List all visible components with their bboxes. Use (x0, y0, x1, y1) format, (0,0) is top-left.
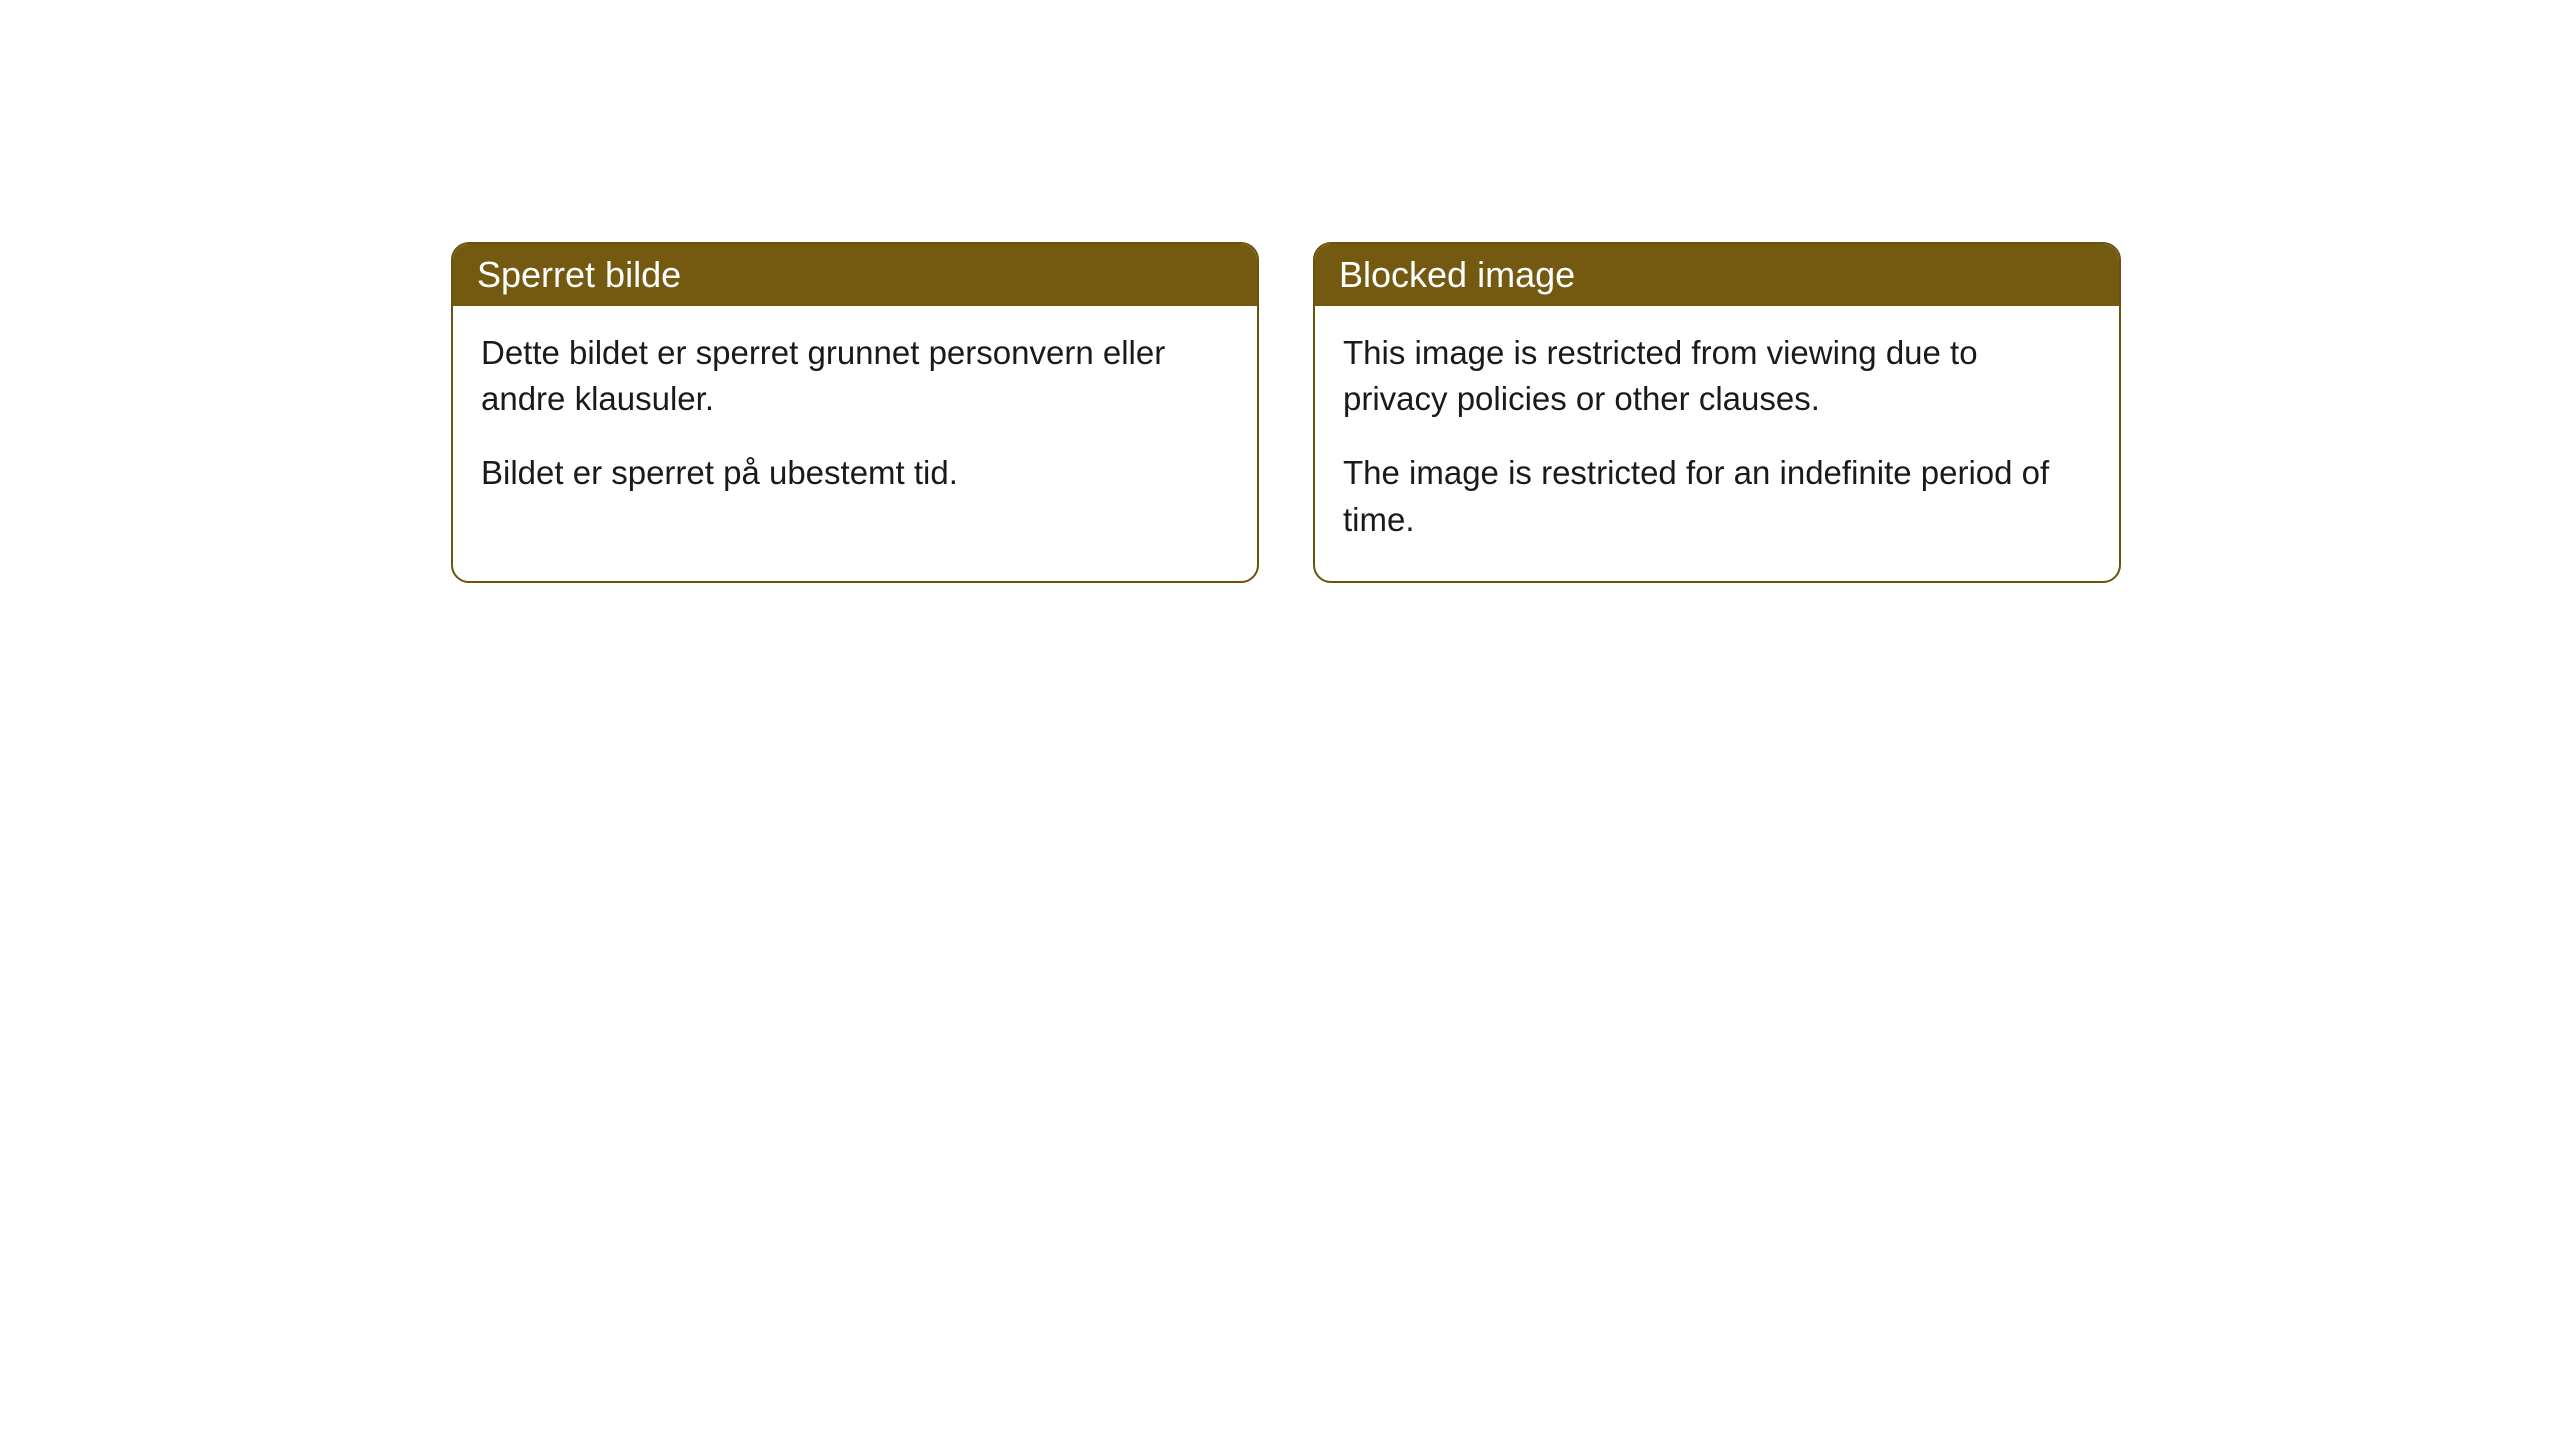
notice-container: Sperret bilde Dette bildet er sperret gr… (0, 0, 2560, 583)
notice-para1-english: This image is restricted from viewing du… (1343, 330, 2091, 422)
notice-para2-norwegian: Bildet er sperret på ubestemt tid. (481, 450, 1229, 496)
notice-para1-norwegian: Dette bildet er sperret grunnet personve… (481, 330, 1229, 422)
notice-box-norwegian: Sperret bilde Dette bildet er sperret gr… (451, 242, 1259, 583)
notice-body-norwegian: Dette bildet er sperret grunnet personve… (453, 306, 1257, 535)
notice-header-norwegian: Sperret bilde (453, 244, 1257, 306)
notice-title-norwegian: Sperret bilde (477, 254, 681, 295)
notice-box-english: Blocked image This image is restricted f… (1313, 242, 2121, 583)
notice-title-english: Blocked image (1339, 254, 1575, 295)
notice-header-english: Blocked image (1315, 244, 2119, 306)
notice-para2-english: The image is restricted for an indefinit… (1343, 450, 2091, 542)
notice-body-english: This image is restricted from viewing du… (1315, 306, 2119, 581)
